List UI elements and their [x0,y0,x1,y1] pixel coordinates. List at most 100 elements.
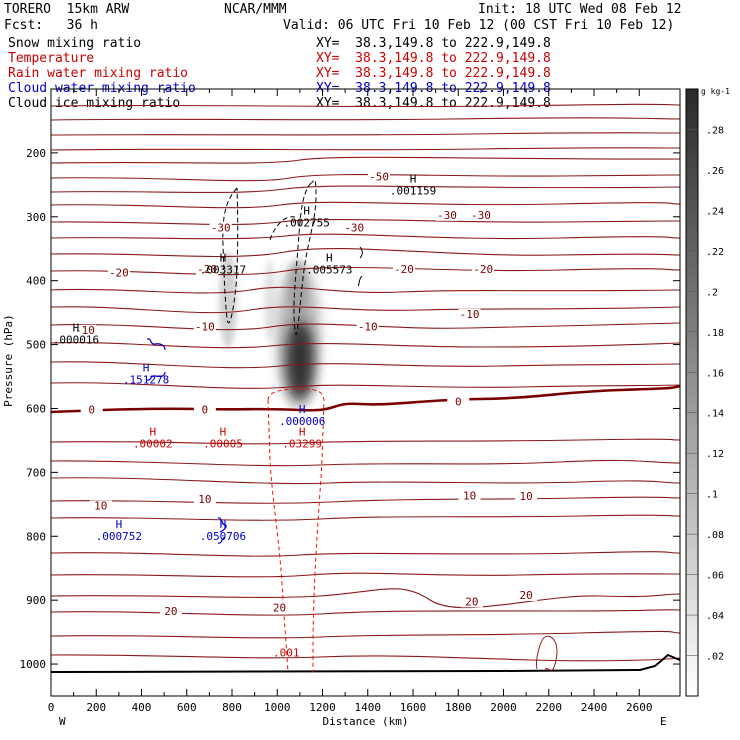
extremum-value: .151278 [123,374,169,387]
colorbar-label: .26 [706,166,724,177]
temperature-contour-line [51,382,680,389]
temperature-contour-line [51,266,680,276]
temperature-contour-line [51,322,680,331]
y-tick-label: 1000 [20,658,47,671]
temperature-contour-line [51,306,680,314]
isotherm-label: -30 [437,209,457,222]
isotherm-label: -20 [394,263,414,276]
isotherm-label: 0 [88,404,95,417]
valid-time: Valid: 06 UTC Fri 10 Feb 12 (00 CST Fri … [283,18,675,33]
extremum-marker: H [303,204,310,217]
y-tick-label: 700 [26,466,46,479]
colorbar-label: .22 [706,247,724,258]
extremum-marker: H [410,173,417,186]
colorbar-label: .04 [706,611,724,622]
field-xy-cloud-ice: XY= 38.3,149.8 to 222.9,149.8 [316,96,551,111]
colorbar-label: .2 [706,287,718,298]
isotherm-label: -10 [358,321,378,334]
temperature-contour-line [51,147,680,151]
cloud-ice-contour [357,246,363,287]
isotherm-label-bg [343,222,366,234]
extremum-value: .001159 [390,185,436,198]
field-name-snow: Snow mixing ratio [8,36,142,51]
temperature-contour-line [51,496,680,504]
isotherm-label: -30 [471,209,491,222]
colorbar-ramp [685,88,699,697]
contour-lines [51,103,680,673]
isotherm-label: 0 [455,395,462,408]
extremum-value: .03299 [282,438,322,451]
model-title: TORERO 15km ARW [4,2,130,17]
x-tick-label: 1800 [445,701,472,714]
extremum-marker: H [326,252,333,265]
temperature-contour-line [51,588,680,609]
isotherm-label-bg [515,490,538,502]
init-time: Init: 18 UTC Wed 08 Feb 12 [478,2,682,17]
extremum-value: .001 [273,646,300,659]
x-tick-label: 2400 [581,701,608,714]
extremum-marker: H [220,518,227,531]
cloud-ice-contour [293,179,317,336]
isotherm-label: 20 [520,589,533,602]
extremum-marker: H [220,252,227,265]
field-xy-snow: XY= 38.3,149.8 to 222.9,149.8 [316,36,551,51]
field-name-temperature: Temperature [8,51,95,66]
x-tick-label: 800 [222,701,242,714]
isotherm-label: -10 [75,324,95,337]
temperature-contour-line [536,635,558,671]
temperature-contour-line [51,174,680,182]
y-tick-label: 300 [26,211,46,224]
temperature-contour-line [51,341,680,349]
temperature-contour-line [51,609,680,616]
x-tick-label: 0 [48,701,55,714]
extremum-value: .000752 [96,530,142,543]
extremum-marker: H [150,426,157,439]
temperature-contour-line [51,218,680,226]
field-name-rain: Rain water mixing ratio [8,66,189,81]
extremum-marker: H [143,362,150,375]
isotherm-label: -50 [369,170,389,183]
isotherm-label: -20 [109,266,129,279]
extremum-marker: H [116,518,123,531]
isotherm-label: -20 [197,263,217,276]
center-title: NCAR/MMM [224,2,287,17]
isotherm-label: 20 [273,602,286,615]
extremum-value: .005573 [306,264,352,277]
x-tick-label: 1600 [400,701,427,714]
temperature-contour-line [51,361,680,369]
isotherm-label-bg [209,222,232,234]
colorbar-label: .28 [706,125,724,136]
x-axis-label: Distance (km) [322,715,408,728]
temperature-contour-line [51,286,680,294]
extremum-value: .00005 [203,438,243,451]
x-tick-label: 1200 [309,701,336,714]
extremum-value: .000006 [279,415,325,428]
temperature-contour-line [51,201,680,209]
extremum-value: .002755 [283,216,329,229]
isotherm-label-bg [447,396,470,408]
isotherm-label: -20 [473,263,493,276]
temperature-contour-line [51,156,680,164]
y-tick-label: 900 [26,594,46,607]
temperature-contour-line [51,103,680,108]
y-tick-label: 200 [26,147,46,160]
isotherm-label-bg [458,308,481,320]
temperature-contour-line [51,514,680,521]
temperature-contour-line [51,438,680,445]
colorbar-unit: g kg-1 [701,87,730,96]
temperature-contour-line [51,551,680,557]
axes: 0 200 400 600 800 1000 1200 1400 1600 1800 2000 220… [2,88,681,728]
isotherm-label-bg [368,171,391,183]
cloud-water-contour [217,517,227,544]
isotherm-label-bg [193,494,216,506]
colorbar-label: .18 [706,328,724,339]
x-tick-label: 1000 [264,701,291,714]
isotherm-label-bg [460,596,483,608]
cloud-water-contour [146,338,166,351]
extremum-value: .00002 [133,438,173,451]
extremum-value: .003317 [200,264,246,277]
y-axis-label: Pressure (hPa) [2,314,15,407]
colorbar-label: .1 [706,490,718,501]
y-tick-label: 500 [26,339,46,352]
